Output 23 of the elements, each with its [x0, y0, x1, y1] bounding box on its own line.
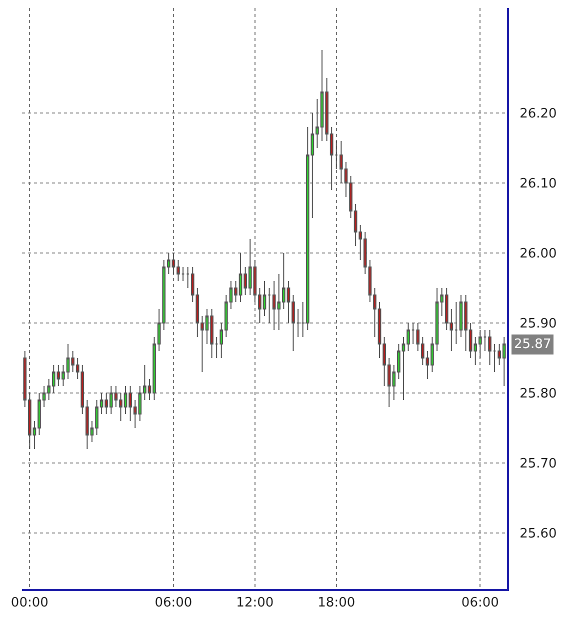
- x-tick-label: 12:00: [236, 596, 274, 611]
- y-tick-label: 25.70: [520, 456, 557, 472]
- y-tick-label: 26.10: [520, 176, 557, 192]
- candlestick: [411, 322, 415, 344]
- candlestick: [492, 344, 496, 372]
- candlestick: [181, 266, 185, 282]
- y-tick-label: 26.20: [520, 106, 557, 122]
- text: 25.87: [514, 337, 552, 352]
- x-tick-label: 00:00: [10, 596, 48, 611]
- x-tick-label: 18:00: [318, 596, 356, 611]
- y-tick-label: 25.80: [520, 386, 557, 402]
- x-tick-label: 06:00: [154, 596, 192, 611]
- candlestick: [454, 302, 458, 344]
- candlestick: [483, 330, 487, 352]
- y-tick-label: 25.60: [520, 526, 557, 542]
- candlestick: [296, 308, 300, 338]
- candlestick: [301, 302, 305, 338]
- candlestick: [186, 266, 190, 288]
- candlestick: [488, 330, 492, 366]
- y-tick-label: 25.90: [520, 316, 557, 332]
- candlestick: [268, 288, 271, 324]
- x-tick-label: 06:00: [461, 596, 499, 611]
- y-tick-label: 26.00: [520, 246, 557, 262]
